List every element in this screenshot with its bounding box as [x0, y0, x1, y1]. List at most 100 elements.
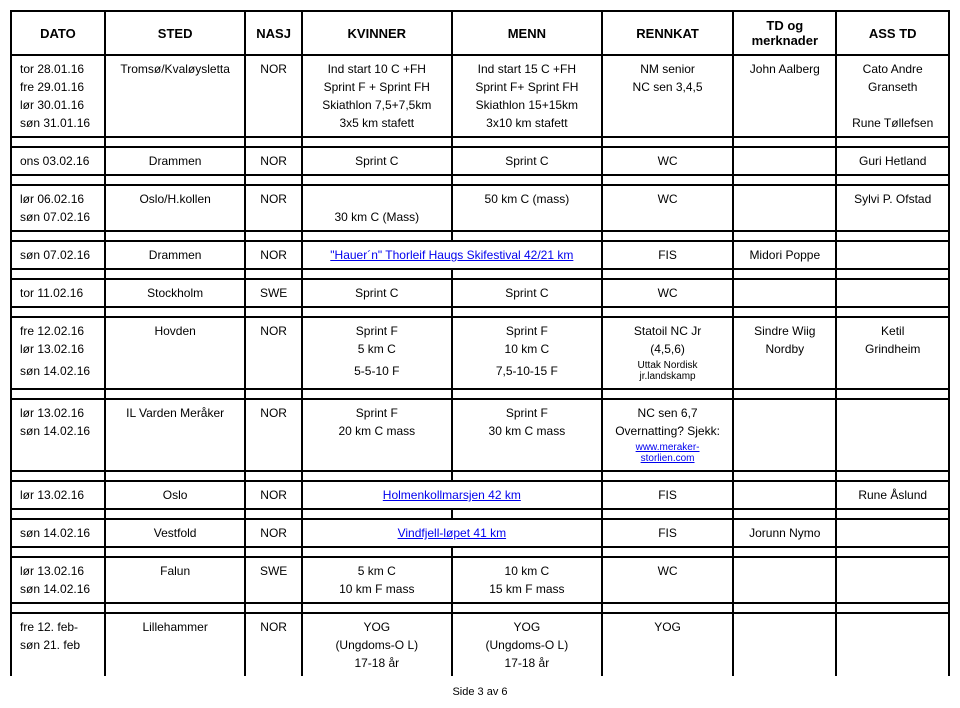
cell-dato: fre 12.02.16 [11, 317, 105, 340]
header-row: DATO STED NASJ KVINNER MENN RENNKAT TD o… [11, 11, 949, 55]
cell-kvinner: Skiathlon 7,5+7,5km [302, 96, 452, 114]
cell-asstd [836, 613, 949, 636]
cell-kvinner: Ind start 10 C +FH [302, 55, 452, 78]
cell-kvinner: 5-5-10 F [302, 358, 452, 389]
cell-asstd [836, 96, 949, 114]
cell-dato: lør 13.02.16 [11, 481, 105, 509]
cell-rennkat: WC [602, 279, 733, 307]
cell-sted [105, 208, 246, 231]
separator-row [11, 509, 949, 519]
cell-sted: Falun [105, 557, 246, 580]
cell-dato: søn 14.02.16 [11, 519, 105, 547]
cell-menn: 50 km C (mass) [452, 185, 602, 208]
cell-td: Jorunn Nymo [733, 519, 836, 547]
cell-dato: lør 06.02.16 [11, 185, 105, 208]
cell-nasj: NOR [245, 519, 301, 547]
cell-sted [105, 636, 246, 654]
cell-kvinner: 5 km C [302, 340, 452, 358]
cell-nasj: NOR [245, 613, 301, 636]
cell-event-link: "Hauer´n" Thorleif Haugs Skifestival 42/… [302, 241, 602, 269]
cell-kvinner [302, 185, 452, 208]
event-link[interactable]: "Hauer´n" Thorleif Haugs Skifestival 42/… [330, 248, 573, 262]
cell-menn: YOG [452, 613, 602, 636]
header-menn: MENN [452, 11, 602, 55]
table-row: søn 14.02.16VestfoldNOR Vindfjell-løpet 4… [11, 519, 949, 547]
event-link[interactable]: Vindfjell-løpet 41 km [398, 526, 507, 540]
cell-nasj: NOR [245, 55, 301, 78]
header-nasj: NASJ [245, 11, 301, 55]
cell-td: Nordby [733, 340, 836, 358]
cell-dato: lør 30.01.16 [11, 96, 105, 114]
header-asstd: ASS TD [836, 11, 949, 55]
cell-menn: 7,5-10-15 F [452, 358, 602, 389]
cell-sted [105, 96, 246, 114]
cell-rennkat: www.meraker-storlien.com [602, 440, 733, 471]
cell-sted: Vestfold [105, 519, 246, 547]
separator-row [11, 547, 949, 557]
cell-asstd: Guri Hetland [836, 147, 949, 175]
separator-row [11, 231, 949, 241]
cell-menn: Skiathlon 15+15km [452, 96, 602, 114]
cell-asstd [836, 519, 949, 547]
cell-td [733, 636, 836, 654]
cell-sted: Stockholm [105, 279, 246, 307]
cell-asstd [836, 241, 949, 269]
cell-event-link: Holmenkollmarsjen 42 km [302, 481, 602, 509]
cell-asstd [836, 208, 949, 231]
cell-nasj [245, 208, 301, 231]
cell-asstd [836, 557, 949, 580]
cell-td [733, 580, 836, 603]
separator-row [11, 603, 949, 613]
cell-nasj: NOR [245, 399, 301, 422]
cell-sted: Hovden [105, 317, 246, 340]
cell-nasj [245, 358, 301, 389]
cell-td [733, 399, 836, 422]
cell-dato: tor 11.02.16 [11, 279, 105, 307]
header-sted: STED [105, 11, 246, 55]
cell-dato: søn 21. feb [11, 636, 105, 654]
separator-row [11, 137, 949, 147]
cell-nasj: NOR [245, 241, 301, 269]
cell-dato: søn 14.02.16 [11, 580, 105, 603]
cell-kvinner: Sprint F [302, 317, 452, 340]
cell-td [733, 185, 836, 208]
cell-td [733, 358, 836, 389]
cell-sted: Tromsø/Kvaløysletta [105, 55, 246, 78]
cell-rennkat: FIS [602, 481, 733, 509]
rennkat-link[interactable]: www.meraker-storlien.com [636, 442, 700, 464]
cell-td: John Aalberg [733, 55, 836, 78]
cell-kvinner: Sprint F [302, 399, 452, 422]
cell-asstd: Sylvi P. Ofstad [836, 185, 949, 208]
cell-nasj [245, 340, 301, 358]
cell-rennkat: NM senior [602, 55, 733, 78]
cell-td [733, 440, 836, 471]
cell-nasj: NOR [245, 147, 301, 175]
table-row: lør 30.01.16 Skiathlon 7,5+7,5kmSkiathlon… [11, 96, 949, 114]
cell-asstd: Rune Åslund [836, 481, 949, 509]
cell-rennkat [602, 114, 733, 137]
cell-rennkat: Overnatting? Sjekk: [602, 422, 733, 440]
cell-sted: IL Varden Meråker [105, 399, 246, 422]
cell-dato [11, 654, 105, 676]
cell-menn: 15 km F mass [452, 580, 602, 603]
cell-kvinner: Sprint C [302, 147, 452, 175]
separator-row [11, 269, 949, 279]
cell-kvinner: 10 km F mass [302, 580, 452, 603]
cell-td [733, 96, 836, 114]
cell-asstd [836, 358, 949, 389]
table-row: søn 14.02.16 10 km F mass15 km F mass [11, 580, 949, 603]
cell-rennkat: FIS [602, 519, 733, 547]
event-link[interactable]: Holmenkollmarsjen 42 km [383, 488, 521, 502]
cell-rennkat [602, 580, 733, 603]
cell-td [733, 279, 836, 307]
cell-menn: 10 km C [452, 340, 602, 358]
cell-kvinner: 30 km C (Mass) [302, 208, 452, 231]
table-row: tor 11.02.16StockholmSWESprint CSprint C… [11, 279, 949, 307]
cell-rennkat: FIS [602, 241, 733, 269]
cell-sted [105, 422, 246, 440]
table-row: lør 13.02.16OsloNORHolmenkollmarsjen 42 … [11, 481, 949, 509]
table-row: fre 12.02.16HovdenNORSprint FSprint FSta… [11, 317, 949, 340]
cell-td: Sindre Wiig [733, 317, 836, 340]
cell-dato: ons 03.02.16 [11, 147, 105, 175]
cell-menn: (Ungdoms-O L) [452, 636, 602, 654]
